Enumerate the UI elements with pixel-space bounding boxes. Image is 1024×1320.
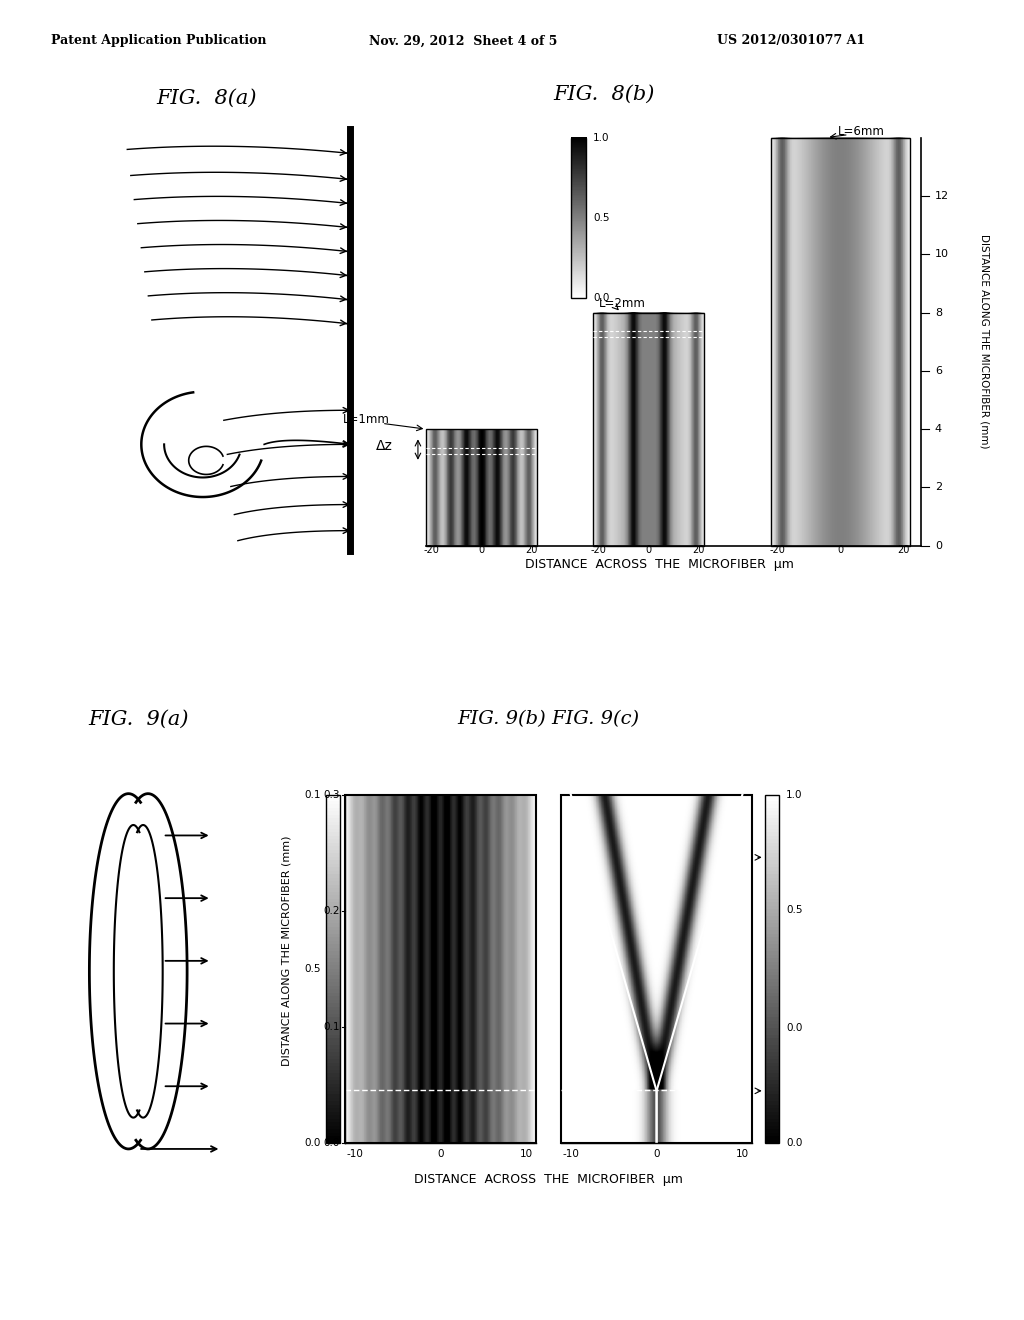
Text: 0.0: 0.0 — [593, 293, 609, 302]
Text: DISTANCE ALONG THE MICROFIBER (mm): DISTANCE ALONG THE MICROFIBER (mm) — [282, 836, 291, 1065]
Text: 0.3: 0.3 — [324, 789, 340, 800]
Text: Patent Application Publication: Patent Application Publication — [51, 34, 266, 48]
Text: 0.0: 0.0 — [324, 1138, 340, 1148]
Text: DISTANCE  ACROSS  THE  MICROFIBER  μm: DISTANCE ACROSS THE MICROFIBER μm — [414, 1173, 683, 1187]
Bar — [765, 795, 778, 1143]
Text: 0: 0 — [838, 545, 844, 556]
Text: L=2mm: L=2mm — [599, 297, 645, 310]
Text: 0: 0 — [653, 1148, 659, 1159]
Bar — [570, 137, 587, 298]
Text: 10: 10 — [520, 1148, 532, 1159]
Text: -10: -10 — [562, 1148, 580, 1159]
Text: 0.5: 0.5 — [786, 904, 803, 915]
Text: 20: 20 — [525, 545, 538, 556]
Text: 0: 0 — [479, 545, 485, 556]
Text: 0.2: 0.2 — [324, 906, 340, 916]
Bar — [593, 313, 705, 545]
Text: Δz: Δz — [376, 438, 393, 453]
Text: 8: 8 — [935, 308, 942, 318]
Text: 0.5: 0.5 — [593, 213, 609, 223]
Text: FIG.  8(b): FIG. 8(b) — [554, 84, 654, 104]
Text: 12: 12 — [935, 191, 949, 201]
Text: DISTANCE ALONG THE MICROFIBER (mm): DISTANCE ALONG THE MICROFIBER (mm) — [980, 235, 990, 449]
Bar — [771, 137, 910, 545]
Text: Nov. 29, 2012  Sheet 4 of 5: Nov. 29, 2012 Sheet 4 of 5 — [369, 34, 557, 48]
Text: -20: -20 — [770, 545, 785, 556]
Text: -10: -10 — [346, 1148, 364, 1159]
Text: 10: 10 — [935, 249, 949, 259]
Text: FIG.  8(a): FIG. 8(a) — [156, 90, 257, 108]
Text: 0.1: 0.1 — [324, 1022, 340, 1032]
Text: 0.1: 0.1 — [305, 789, 322, 800]
Text: L=1mm: L=1mm — [343, 413, 390, 426]
Text: 20: 20 — [692, 545, 705, 556]
Text: FIG.  9(a): FIG. 9(a) — [88, 710, 188, 729]
Text: L=6mm: L=6mm — [838, 124, 885, 137]
Text: FIG. 9(b) FIG. 9(c): FIG. 9(b) FIG. 9(c) — [458, 710, 640, 729]
Text: -20: -20 — [591, 545, 606, 556]
Text: 1.0: 1.0 — [786, 789, 803, 800]
Text: 0: 0 — [437, 1148, 443, 1159]
Text: 4: 4 — [935, 424, 942, 434]
Text: 0: 0 — [645, 545, 651, 556]
Bar — [345, 795, 536, 1143]
Text: 0.0: 0.0 — [786, 1138, 803, 1148]
Text: 1.0: 1.0 — [593, 132, 609, 143]
Text: US 2012/0301077 A1: US 2012/0301077 A1 — [717, 34, 865, 48]
Text: -20: -20 — [424, 545, 439, 556]
Text: 6: 6 — [935, 366, 942, 376]
Text: DISTANCE  ACROSS  THE  MICROFIBER  μm: DISTANCE ACROSS THE MICROFIBER μm — [525, 557, 795, 570]
Text: 0.0: 0.0 — [305, 1138, 322, 1148]
Text: 20: 20 — [897, 545, 909, 556]
Text: 0.5: 0.5 — [305, 964, 322, 974]
Bar — [426, 429, 538, 545]
Text: 10: 10 — [736, 1148, 749, 1159]
Bar — [327, 795, 340, 1143]
Bar — [561, 795, 752, 1143]
Text: 0: 0 — [935, 541, 942, 550]
Text: 0.0: 0.0 — [786, 1023, 803, 1034]
Text: 2: 2 — [935, 483, 942, 492]
